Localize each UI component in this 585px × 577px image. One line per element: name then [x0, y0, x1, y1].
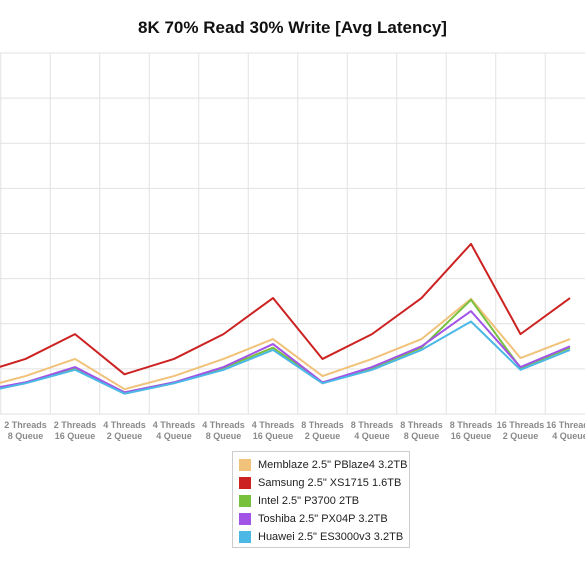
x-tick-label: 8 Threads 2 Queue: [301, 420, 344, 441]
legend: Memblaze 2.5" PBlaze4 3.2TB Samsung 2.5" …: [232, 451, 410, 548]
series-line-3: [0, 310, 571, 394]
x-tick-label: 2 Threads 16 Queue: [54, 420, 97, 441]
chart-title: 8K 70% Read 30% Write [Avg Latency]: [138, 18, 447, 37]
legend-item[interactable]: Toshiba 2.5" PX04P 3.2TB: [239, 510, 409, 528]
legend-swatch: [239, 459, 251, 471]
legend-item[interactable]: Memblaze 2.5" PBlaze4 3.2TB: [239, 456, 409, 474]
legend-item[interactable]: Samsung 2.5" XS1715 1.6TB: [239, 474, 409, 492]
legend-item[interactable]: Intel 2.5" P3700 2TB: [239, 492, 409, 510]
x-tick-label: 8 Threads 16 Queue: [450, 420, 493, 441]
x-tick-label: 8 Threads 8 Queue: [400, 420, 443, 441]
legend-swatch: [239, 513, 251, 525]
series-line-1: [0, 242, 571, 376]
x-tick-label: 4 Threads 4 Queue: [153, 420, 196, 441]
x-tick-label: 8 Threads 4 Queue: [351, 420, 394, 441]
legend-label: Huawei 2.5" ES3000v3 3.2TB: [258, 531, 404, 543]
series-line-4: [0, 320, 571, 395]
legend-swatch: [239, 495, 251, 507]
x-tick-label: 4 Threads 2 Queue: [103, 420, 146, 441]
series-lines: [0, 242, 571, 395]
legend-swatch: [239, 477, 251, 489]
legend-label: Samsung 2.5" XS1715 1.6TB: [258, 477, 402, 489]
legend-label: Toshiba 2.5" PX04P 3.2TB: [258, 513, 388, 525]
x-tick-label: 4 Threads 16 Queue: [252, 420, 295, 441]
x-tick-label: 16 Threads 2 Queue: [497, 420, 545, 441]
legend-label: Memblaze 2.5" PBlaze4 3.2TB: [258, 459, 408, 471]
x-tick-label: 2 Threads 8 Queue: [4, 420, 47, 441]
x-tick-label: 4 Threads 8 Queue: [202, 420, 245, 441]
legend-item[interactable]: Huawei 2.5" ES3000v3 3.2TB: [239, 528, 409, 546]
legend-label: Intel 2.5" P3700 2TB: [258, 495, 360, 507]
legend-swatch: [239, 531, 251, 543]
